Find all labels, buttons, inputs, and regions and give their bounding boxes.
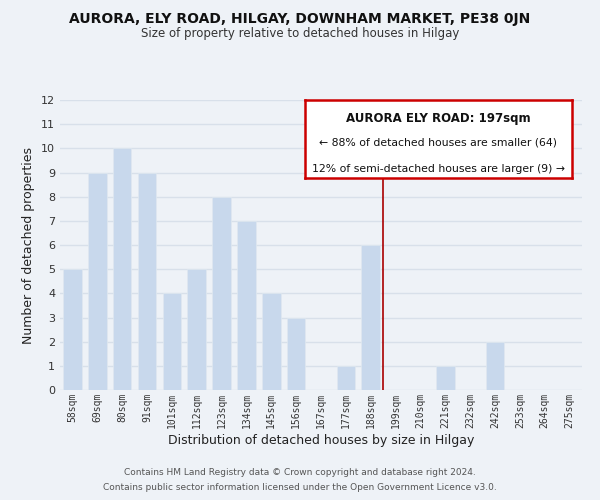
- Bar: [212, 196, 231, 390]
- Text: AURORA ELY ROAD: 197sqm: AURORA ELY ROAD: 197sqm: [346, 112, 531, 124]
- Bar: [237, 221, 256, 390]
- Text: Contains HM Land Registry data © Crown copyright and database right 2024.: Contains HM Land Registry data © Crown c…: [124, 468, 476, 477]
- Bar: [88, 172, 107, 390]
- Y-axis label: Number of detached properties: Number of detached properties: [22, 146, 35, 344]
- Bar: [63, 269, 82, 390]
- Bar: [163, 294, 181, 390]
- Text: AURORA, ELY ROAD, HILGAY, DOWNHAM MARKET, PE38 0JN: AURORA, ELY ROAD, HILGAY, DOWNHAM MARKET…: [70, 12, 530, 26]
- Bar: [187, 269, 206, 390]
- Bar: [485, 342, 505, 390]
- Text: Size of property relative to detached houses in Hilgay: Size of property relative to detached ho…: [141, 28, 459, 40]
- Bar: [337, 366, 355, 390]
- Bar: [113, 148, 131, 390]
- Bar: [436, 366, 455, 390]
- Bar: [262, 294, 281, 390]
- Bar: [287, 318, 305, 390]
- Text: ← 88% of detached houses are smaller (64): ← 88% of detached houses are smaller (64…: [319, 138, 557, 147]
- X-axis label: Distribution of detached houses by size in Hilgay: Distribution of detached houses by size …: [168, 434, 474, 446]
- Text: Contains public sector information licensed under the Open Government Licence v3: Contains public sector information licen…: [103, 483, 497, 492]
- Bar: [137, 172, 157, 390]
- Text: 12% of semi-detached houses are larger (9) →: 12% of semi-detached houses are larger (…: [312, 164, 565, 174]
- Bar: [361, 245, 380, 390]
